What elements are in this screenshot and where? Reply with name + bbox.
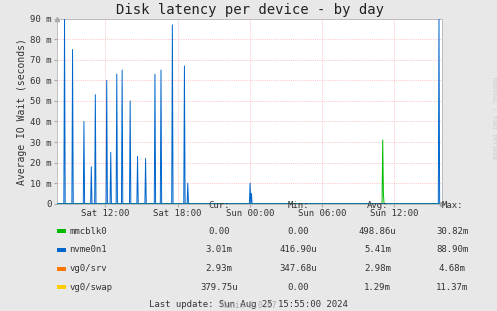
Text: 0.00: 0.00: [287, 227, 309, 235]
Text: 4.68m: 4.68m: [439, 264, 466, 273]
Title: Disk latency per device - by day: Disk latency per device - by day: [116, 3, 384, 17]
Text: 5.41m: 5.41m: [364, 245, 391, 254]
Y-axis label: Average IO Wait (seconds): Average IO Wait (seconds): [17, 38, 27, 185]
Text: 0.00: 0.00: [287, 283, 309, 291]
Text: Cur:: Cur:: [208, 201, 230, 210]
Text: 3.01m: 3.01m: [205, 245, 232, 254]
Text: Last update: Sun Aug 25 15:55:00 2024: Last update: Sun Aug 25 15:55:00 2024: [149, 300, 348, 309]
Text: 2.93m: 2.93m: [205, 264, 232, 273]
Text: RRDTOOL / TOBI OETIKER: RRDTOOL / TOBI OETIKER: [491, 77, 496, 160]
Text: vg0/swap: vg0/swap: [70, 283, 113, 291]
Text: 379.75u: 379.75u: [200, 283, 238, 291]
Text: 498.86u: 498.86u: [359, 227, 397, 235]
Text: Max:: Max:: [441, 201, 463, 210]
Text: nvme0n1: nvme0n1: [70, 245, 107, 254]
Text: 1.29m: 1.29m: [364, 283, 391, 291]
Text: 30.82m: 30.82m: [436, 227, 468, 235]
Text: 88.90m: 88.90m: [436, 245, 468, 254]
Text: 416.90u: 416.90u: [279, 245, 317, 254]
Text: 347.68u: 347.68u: [279, 264, 317, 273]
Text: Munin 2.0.67: Munin 2.0.67: [221, 301, 276, 310]
Text: 2.98m: 2.98m: [364, 264, 391, 273]
Text: 0.00: 0.00: [208, 227, 230, 235]
Text: Min:: Min:: [287, 201, 309, 210]
Text: 11.37m: 11.37m: [436, 283, 468, 291]
Text: vg0/srv: vg0/srv: [70, 264, 107, 273]
Text: Avg:: Avg:: [367, 201, 389, 210]
Text: mmcblk0: mmcblk0: [70, 227, 107, 235]
